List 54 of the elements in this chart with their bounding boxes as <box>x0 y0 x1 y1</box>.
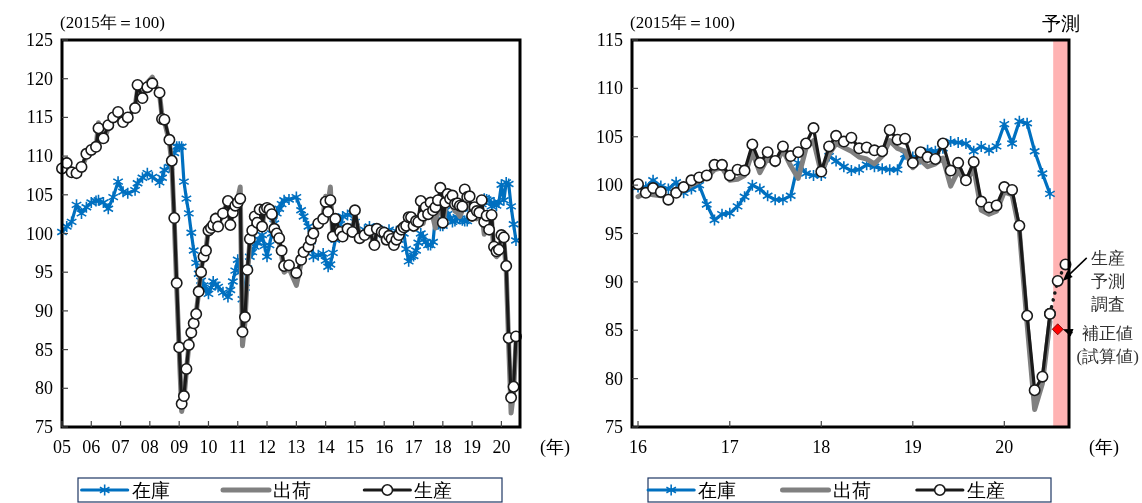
y-tick-label: 115 <box>26 107 53 128</box>
y-axis-title: (2015年＝100) <box>630 13 735 32</box>
y-tick-label: 105 <box>26 184 53 205</box>
x-tick-label: 18 <box>812 437 831 457</box>
x-tick-label: 12 <box>258 437 277 457</box>
y-tick-label: 85 <box>605 320 623 341</box>
x-tick-label: 10 <box>199 437 218 457</box>
x-tick-label: 19 <box>903 437 922 457</box>
band-label: 予測 <box>1042 13 1081 34</box>
y-tick-label: 85 <box>35 339 53 360</box>
x-tick-label: 16 <box>629 437 648 457</box>
legend-label: 生産 <box>966 480 1005 501</box>
y-tick-label: 110 <box>26 146 53 167</box>
legend-label: 在庫 <box>131 480 170 501</box>
x-tick-label: 19 <box>463 437 482 457</box>
y-axis-title: (2015年＝100) <box>60 13 165 32</box>
x-tick-label: 08 <box>140 437 159 457</box>
x-axis-title: (年) <box>540 437 570 458</box>
x-tick-label: 14 <box>316 437 335 457</box>
y-tick-label: 125 <box>26 30 53 50</box>
x-tick-label: 07 <box>111 437 130 457</box>
y-tick-label: 95 <box>605 223 623 244</box>
x-tick-label: 11 <box>229 437 247 457</box>
y-tick-label: 90 <box>35 300 53 321</box>
x-tick-label: 20 <box>492 437 511 457</box>
x-tick-label: 18 <box>433 437 452 457</box>
y-tick-label: 105 <box>596 126 623 147</box>
x-tick-label: 17 <box>404 437 423 457</box>
y-tick-label: 80 <box>605 368 623 389</box>
y-tick-label: 120 <box>26 68 53 89</box>
x-tick-label: 05 <box>53 437 71 457</box>
x-tick-label: 06 <box>82 437 101 457</box>
legend-label: 出荷 <box>832 480 871 501</box>
y-tick-label: 90 <box>605 271 623 292</box>
y-tick-label: 115 <box>596 30 623 50</box>
annotation: 補正値(試算値) <box>1076 323 1139 366</box>
y-tick-label: 75 <box>605 417 623 437</box>
y-tick-label: 95 <box>35 262 53 283</box>
y-tick-label: 110 <box>596 78 623 99</box>
x-tick-label: 16 <box>375 437 394 457</box>
legend-label: 在庫 <box>698 480 737 501</box>
y-tick-label: 80 <box>35 378 53 399</box>
y-tick-label: 100 <box>596 175 623 196</box>
legend-label: 出荷 <box>273 480 311 501</box>
y-tick-label: 100 <box>26 223 53 244</box>
x-tick-label: 15 <box>345 437 364 457</box>
y-tick-label: 75 <box>35 417 53 437</box>
x-tick-label: 17 <box>720 437 739 457</box>
legend-label: 生産 <box>414 480 453 501</box>
x-axis-title: (年) <box>1089 437 1119 458</box>
x-tick-label: 09 <box>170 437 189 457</box>
x-tick-label: 20 <box>995 437 1014 457</box>
annotation: 生産予測調査 <box>1090 248 1125 314</box>
x-tick-label: 13 <box>287 437 306 457</box>
